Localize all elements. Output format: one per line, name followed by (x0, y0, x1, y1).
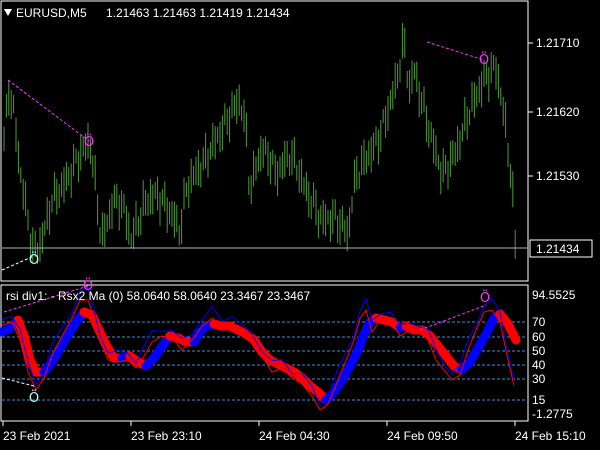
indicator-level-label: 60 (532, 330, 546, 344)
price-bars (3, 23, 516, 264)
arrow-down-marker-icon: Ö (83, 277, 93, 294)
indicator-level-label: 40 (532, 358, 546, 372)
current-price-label: 1.21434 (536, 242, 580, 256)
time-label: 24 Feb 09:50 (387, 429, 458, 443)
indicator-divergence-line-bull (1, 377, 35, 387)
current-price-label-box (529, 239, 593, 258)
svg-text:Ö: Ö (29, 389, 39, 406)
indicator-pane[interactable]: Ö Ö Ö rsi div1: - Rsx2 Ma (0) 58.0640 58… (0, 277, 529, 422)
symbol-timeframe: EURUSD,M5 (16, 6, 87, 20)
indicator-pane-frame (0, 284, 529, 422)
price-divergence-line-bull (1, 255, 35, 271)
signal-lines (1, 287, 515, 411)
price-axis[interactable]: 1.21710 1.21620 1.21530 1.21434 (528, 36, 593, 258)
indicator-header: rsi div1: - Rsx2 Ma (0) 58.0640 58.0640 … (6, 289, 311, 303)
indicator-level-label: 50 (532, 344, 546, 358)
indicator-max-label: 94.5525 (532, 288, 576, 302)
arrow-up-marker-icon: Ö (29, 251, 39, 268)
price-divergence-line-bear-1 (7, 79, 90, 142)
indicator-level-label: 70 (532, 315, 546, 329)
time-label: 24 Feb 04:30 (259, 429, 330, 443)
svg-text:Ö: Ö (480, 289, 490, 306)
svg-text:Ö: Ö (29, 251, 39, 268)
time-label: 23 Feb 2021 (3, 429, 71, 443)
arrow-up-marker-icon: Ö (29, 389, 39, 406)
price-pane-frame (0, 0, 529, 282)
indicator-divergence-line-bear-2 (419, 304, 487, 331)
indicator-level-label: 15 (532, 393, 546, 407)
price-tick: 1.21710 (536, 36, 580, 50)
svg-text:Ö: Ö (84, 133, 94, 150)
svg-text:Ö: Ö (479, 51, 489, 68)
triangle-down-icon[interactable] (4, 9, 12, 16)
arrow-down-marker-icon: Ö (480, 289, 490, 306)
time-label: 23 Feb 23:10 (131, 429, 202, 443)
time-axis[interactable]: 23 Feb 2021 23 Feb 23:10 24 Feb 04:30 24… (2, 421, 586, 443)
arrow-down-marker-icon: Ö (84, 133, 94, 150)
svg-text:Ö: Ö (83, 277, 93, 294)
price-pane[interactable]: Ö Ö Ö EURUSD,M5 1.21463 1.21463 1.21419 … (0, 0, 529, 282)
ohlc-values: 1.21463 1.21463 1.21419 1.21434 (106, 6, 290, 20)
indicator-axis[interactable]: 94.5525 70 60 50 40 30 15 -1.2775 (532, 288, 576, 421)
indicator-min-label: -1.2775 (532, 407, 573, 421)
rsx-line (0, 307, 521, 405)
price-tick: 1.21530 (536, 169, 580, 183)
arrow-down-marker-icon: Ö (479, 51, 489, 68)
indicator-level-label: 30 (532, 372, 546, 386)
price-tick: 1.21620 (536, 105, 580, 119)
time-label: 24 Feb 15:10 (515, 429, 586, 443)
